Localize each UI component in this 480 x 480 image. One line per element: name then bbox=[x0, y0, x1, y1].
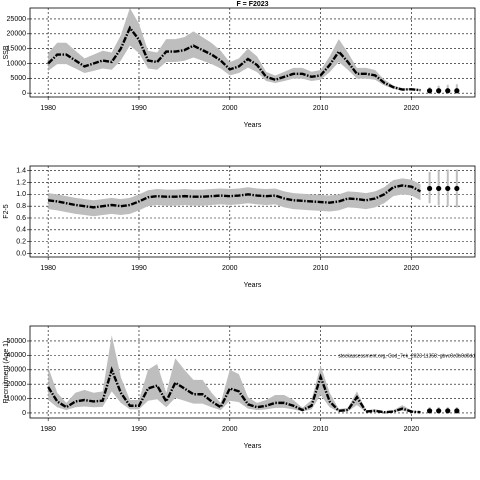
x-tick-label: 2000 bbox=[222, 265, 238, 272]
y-tick-label: 30000 bbox=[7, 367, 27, 374]
y-tick-label: 15000 bbox=[7, 45, 27, 52]
x-tick-label: 2020 bbox=[404, 265, 420, 272]
y-tick-label: 1.0 bbox=[16, 191, 26, 198]
x-tick-label: 1980 bbox=[40, 426, 56, 433]
y-tick-label: 0.8 bbox=[16, 203, 26, 210]
y-tick-label: 0 bbox=[22, 90, 26, 97]
chart-title: F = F2023 bbox=[236, 1, 268, 8]
y-tick-label: 0.0 bbox=[16, 250, 26, 257]
x-tick-label: 1990 bbox=[131, 105, 147, 112]
x-tick-label: 1990 bbox=[131, 426, 147, 433]
estimate-line bbox=[47, 366, 421, 414]
x-axis-label: Years bbox=[244, 282, 262, 289]
confidence-band bbox=[48, 178, 421, 217]
projection-point bbox=[445, 88, 451, 94]
y-tick-label: 25000 bbox=[7, 16, 27, 23]
projection-point bbox=[426, 408, 433, 414]
y-axis-label: F2-5 bbox=[3, 204, 10, 219]
projection-point bbox=[454, 185, 460, 192]
y-tick-label: 10000 bbox=[7, 60, 27, 67]
x-tick-label: 2000 bbox=[222, 105, 238, 112]
y-tick-label: 20000 bbox=[7, 31, 27, 38]
x-axis-label: Years bbox=[244, 443, 262, 450]
y-tick-label: 40000 bbox=[7, 352, 27, 359]
y-tick-label: 0 bbox=[22, 410, 26, 417]
x-tick-label: 2010 bbox=[313, 265, 329, 272]
projection-point bbox=[445, 408, 451, 414]
annotation: stockassessment.org, Cod_7ek_2023 11358:… bbox=[338, 353, 475, 359]
y-tick-label: 0.2 bbox=[16, 238, 26, 245]
y-axis-label: SSB bbox=[3, 45, 10, 59]
x-tick-label: 1980 bbox=[40, 105, 56, 112]
confidence-band bbox=[48, 335, 421, 413]
projection-point bbox=[426, 88, 433, 94]
plot-frame bbox=[29, 165, 476, 258]
projection-point bbox=[445, 185, 451, 192]
projection-point bbox=[454, 408, 460, 414]
y-tick-label: 1.2 bbox=[16, 179, 26, 186]
y-tick-label: 5000 bbox=[10, 75, 26, 82]
y-tick-label: 0.6 bbox=[16, 215, 26, 222]
projection-point bbox=[436, 185, 442, 192]
x-tick-label: 2010 bbox=[313, 105, 329, 112]
x-tick-label: 2020 bbox=[404, 426, 420, 433]
projection-point bbox=[454, 88, 460, 94]
x-tick-label: 2010 bbox=[313, 426, 329, 433]
x-tick-label: 2020 bbox=[404, 105, 420, 112]
projection-point bbox=[436, 408, 442, 414]
y-tick-label: 50000 bbox=[7, 338, 27, 345]
x-tick-label: 2000 bbox=[222, 426, 238, 433]
projection-point bbox=[436, 88, 442, 94]
confidence-band bbox=[48, 8, 421, 92]
y-tick-label: 20000 bbox=[7, 381, 27, 388]
x-tick-label: 1980 bbox=[40, 265, 56, 272]
plot-frame bbox=[29, 325, 476, 419]
projection-point bbox=[426, 185, 433, 192]
y-axis-label: Recruitment (Age 1) bbox=[3, 341, 10, 404]
x-tick-label: 1990 bbox=[131, 265, 147, 272]
estimate-line bbox=[47, 25, 421, 92]
y-tick-label: 10000 bbox=[7, 395, 27, 402]
y-tick-label: 1.4 bbox=[16, 168, 26, 175]
x-axis-label: Years bbox=[244, 122, 262, 129]
plot-frame bbox=[29, 7, 476, 98]
y-tick-label: 0.4 bbox=[16, 227, 26, 234]
